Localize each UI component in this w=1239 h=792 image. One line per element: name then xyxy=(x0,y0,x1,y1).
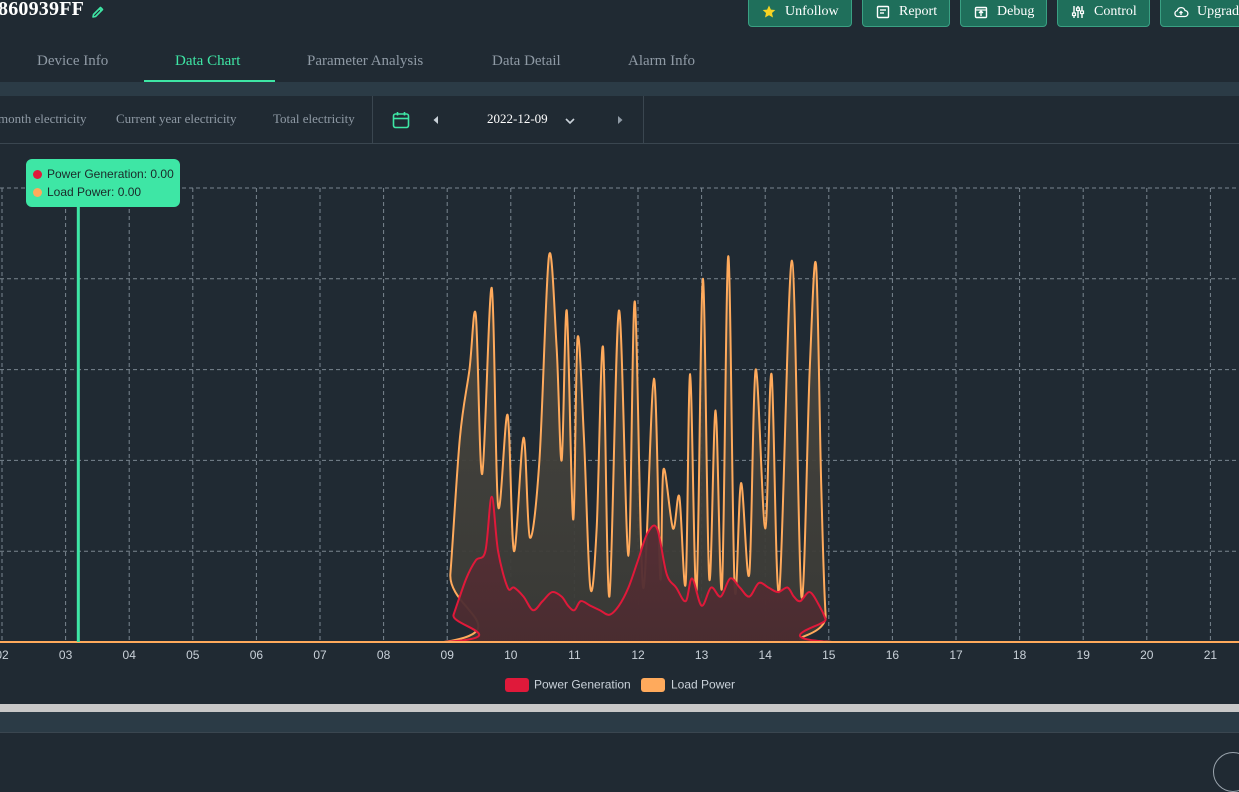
debug-icon xyxy=(974,6,988,18)
control-button[interactable]: Control xyxy=(1057,0,1150,27)
tab-total-electricity[interactable]: Total electricity xyxy=(273,111,355,126)
tooltip-dot-power-generation xyxy=(33,169,42,179)
tooltip-text-power-generation: Power Generation: 0.00 xyxy=(47,167,174,181)
x-tick-label: 12 xyxy=(631,648,645,662)
debug-button[interactable]: Debug xyxy=(960,0,1048,27)
floating-action-button[interactable] xyxy=(1213,752,1239,792)
active-tab-indicator xyxy=(144,80,275,82)
debug-button-label: Debug xyxy=(997,3,1035,19)
tab-alarm-info[interactable]: Alarm Info xyxy=(628,53,696,69)
chart-toolbar: month electricity Current year electrici… xyxy=(0,96,1239,144)
tooltip-row-power-generation: Power Generation: 0.00 xyxy=(33,165,180,183)
power-generation-area xyxy=(2,496,1239,643)
load-power-area xyxy=(2,253,1239,643)
upgrade-button-label: Upgrad xyxy=(1197,3,1239,19)
footer-strip xyxy=(0,712,1239,733)
unfollow-button[interactable]: Unfollow xyxy=(748,0,852,27)
x-tick-label: 04 xyxy=(123,648,137,662)
power-chart[interactable]: 02 03 04 05 06 07 08 09 10 11 12 13 14 15 16 17 18 19 20 21… xyxy=(0,144,1239,704)
tab-data-detail[interactable]: Data Detail xyxy=(492,53,561,69)
upgrade-button[interactable]: Upgrad xyxy=(1160,0,1239,27)
x-tick-label: 19 xyxy=(1077,648,1091,662)
tab-parameter-analysis[interactable]: Parameter Analysis xyxy=(307,53,424,69)
x-tick-label: 20 xyxy=(1140,648,1154,662)
control-button-label: Control xyxy=(1094,3,1137,19)
x-tick-label: 18 xyxy=(1013,648,1027,662)
x-tick-label: 13 xyxy=(695,648,709,662)
report-button[interactable]: Report xyxy=(862,0,951,27)
tab-data-chart[interactable]: Data Chart xyxy=(175,53,241,69)
x-tick-label: 11 xyxy=(568,648,581,662)
legend-swatch-load-power xyxy=(641,678,665,692)
power-generation-line xyxy=(2,495,1239,644)
tooltip-dot-load-power xyxy=(33,187,42,197)
unfollow-button-label: Unfollow xyxy=(785,3,839,19)
x-tick-label: 09 xyxy=(441,648,455,662)
x-tick-label: 03 xyxy=(59,648,73,662)
legend-swatch-power-generation xyxy=(505,678,529,692)
x-tick-label: 17 xyxy=(949,648,963,662)
x-tick-label: 21 xyxy=(1204,648,1218,662)
tooltip-text-load-power: Load Power: 0.00 xyxy=(47,185,142,199)
legend-label-power-generation[interactable]: Power Generation xyxy=(534,678,631,692)
calendar-icon[interactable] xyxy=(391,110,411,130)
x-tick-label: 14 xyxy=(759,648,773,662)
x-tick-label: 08 xyxy=(377,648,391,662)
chart-legend: Power Generation Load Power xyxy=(505,678,735,692)
header: 860939FF Unfollow Report Debug xyxy=(0,0,1239,40)
date-picker: 2022-12-09 xyxy=(372,96,644,143)
main-tabs: Device Info Data Chart Parameter Analysi… xyxy=(0,44,1239,82)
selected-date[interactable]: 2022-12-09 xyxy=(487,111,548,126)
prev-day-icon[interactable] xyxy=(431,114,441,126)
star-icon xyxy=(762,5,776,17)
control-sliders-icon xyxy=(1071,5,1085,18)
tab-month-electricity[interactable]: month electricity xyxy=(0,111,87,126)
tooltip-row-load-power: Load Power: 0.00 xyxy=(33,183,180,201)
x-tick-label: 05 xyxy=(186,648,200,662)
x-axis-ticks: 02 03 04 05 06 07 08 09 10 11 12 13 14 15 16 17 18 19 20 21 xyxy=(0,648,1217,662)
x-tick-label: 06 xyxy=(250,648,264,662)
x-tick-label: 02 xyxy=(0,648,9,662)
chevron-down-icon[interactable] xyxy=(563,114,577,128)
x-tick-label: 10 xyxy=(504,648,518,662)
x-tick-label: 15 xyxy=(822,648,836,662)
next-day-icon[interactable] xyxy=(615,114,625,126)
footer-panel xyxy=(0,733,1239,765)
horizontal-scrollbar[interactable] xyxy=(0,704,1239,712)
device-title: 860939FF xyxy=(0,0,85,20)
tab-current-year-electricity[interactable]: Current year electricity xyxy=(116,111,237,126)
report-button-label: Report xyxy=(899,3,938,19)
x-tick-label: 07 xyxy=(313,648,327,662)
chart-tooltip: Power Generation: 0.00 Load Power: 0.00 xyxy=(26,159,180,207)
legend-label-load-power[interactable]: Load Power xyxy=(671,678,735,692)
report-icon xyxy=(876,5,890,18)
section-divider xyxy=(0,82,1239,96)
edit-pencil-icon[interactable] xyxy=(90,4,106,20)
load-power-line xyxy=(2,252,1239,644)
x-tick-label: 16 xyxy=(886,648,900,662)
cloud-upload-icon xyxy=(1174,6,1189,17)
tab-device-info[interactable]: Device Info xyxy=(37,53,109,69)
